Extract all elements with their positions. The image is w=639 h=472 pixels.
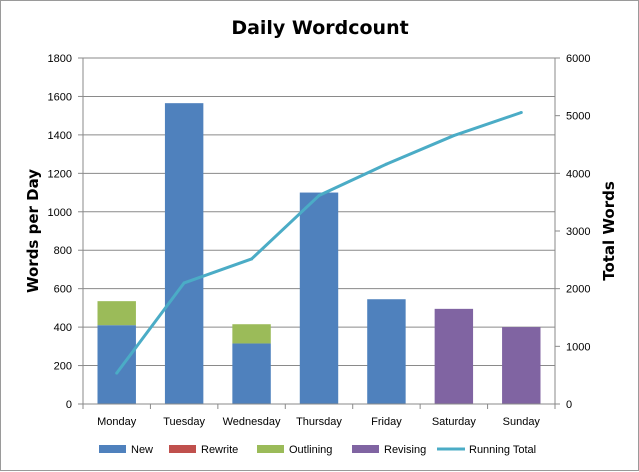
y-tick-label: 800	[54, 245, 72, 257]
bar-new	[164, 103, 204, 404]
y-tick-label: 1800	[48, 53, 72, 65]
line-series	[115, 110, 523, 375]
legend-swatch-outlining	[257, 445, 284, 453]
legend-swatch-new	[99, 445, 126, 453]
chart-title: Daily Wordcount	[231, 17, 408, 39]
y2-axis-title: Total Words	[600, 181, 618, 281]
y2-tick-label: 0	[566, 399, 572, 411]
legend-label-new: New	[131, 444, 153, 456]
y-tick-label: 200	[54, 361, 72, 373]
y-tick-label: 1400	[48, 130, 72, 142]
y-tick-label: 600	[54, 284, 72, 296]
y-tick-label: 1200	[48, 168, 72, 180]
bar-new	[97, 325, 136, 404]
legend-swatch-revising	[352, 445, 379, 453]
line-point	[250, 257, 254, 261]
bar-new	[232, 343, 271, 404]
y2-tick-label: 3000	[566, 226, 590, 238]
legend-label-rewrite: Rewrite	[201, 444, 238, 456]
bar-outlining	[232, 324, 271, 344]
x-tick-label: Sunday	[503, 416, 541, 428]
bar-series	[97, 103, 541, 404]
x-axis-ticks: Monday Tuesday Wednesday Thursday Friday Satu…	[82, 404, 556, 428]
y-tick-label: 1600	[48, 91, 72, 103]
bar-new	[367, 299, 406, 404]
y-tick-label: 400	[54, 322, 72, 334]
y2-tick-label: 5000	[566, 111, 590, 123]
y-axis-title: Words per Day	[24, 169, 42, 293]
y-tick-label: 0	[66, 399, 72, 411]
bar-revising	[434, 308, 474, 404]
legend-label-outlining: Outlining	[289, 444, 332, 456]
legend: New Rewrite Outlining Revising Running Total	[99, 444, 536, 456]
x-tick-label: Monday	[97, 416, 137, 428]
y2-axis-ticks: 0 1000 2000 3000 4000 5000 6000	[555, 53, 590, 411]
legend-label-revising: Revising	[384, 444, 426, 456]
bar-revising	[502, 327, 541, 404]
line-point	[384, 162, 388, 166]
x-tick-label: Tuesday	[163, 416, 205, 428]
y2-tick-label: 4000	[566, 168, 590, 180]
y2-tick-label: 2000	[566, 284, 590, 296]
y2-tick-label: 6000	[566, 53, 590, 65]
legend-swatch-rewrite	[169, 445, 196, 453]
x-tick-label: Saturday	[432, 416, 477, 428]
x-tick-label: Wednesday	[223, 416, 281, 428]
y-tick-label: 1000	[48, 207, 72, 219]
line-point	[519, 110, 523, 114]
y2-tick-label: 1000	[566, 341, 590, 353]
y-axis-ticks: 0 200 400 600 800 1000 1200 1400 1600 1800	[48, 53, 83, 411]
legend-label-running-total: Running Total	[469, 444, 536, 456]
bar-new	[299, 192, 339, 404]
bar-outlining	[97, 301, 136, 326]
x-tick-label: Thursday	[296, 416, 342, 428]
line-point	[317, 194, 321, 198]
x-tick-label: Friday	[371, 416, 402, 428]
line-point	[182, 281, 186, 285]
line-point	[452, 134, 456, 138]
line-point	[115, 371, 119, 375]
